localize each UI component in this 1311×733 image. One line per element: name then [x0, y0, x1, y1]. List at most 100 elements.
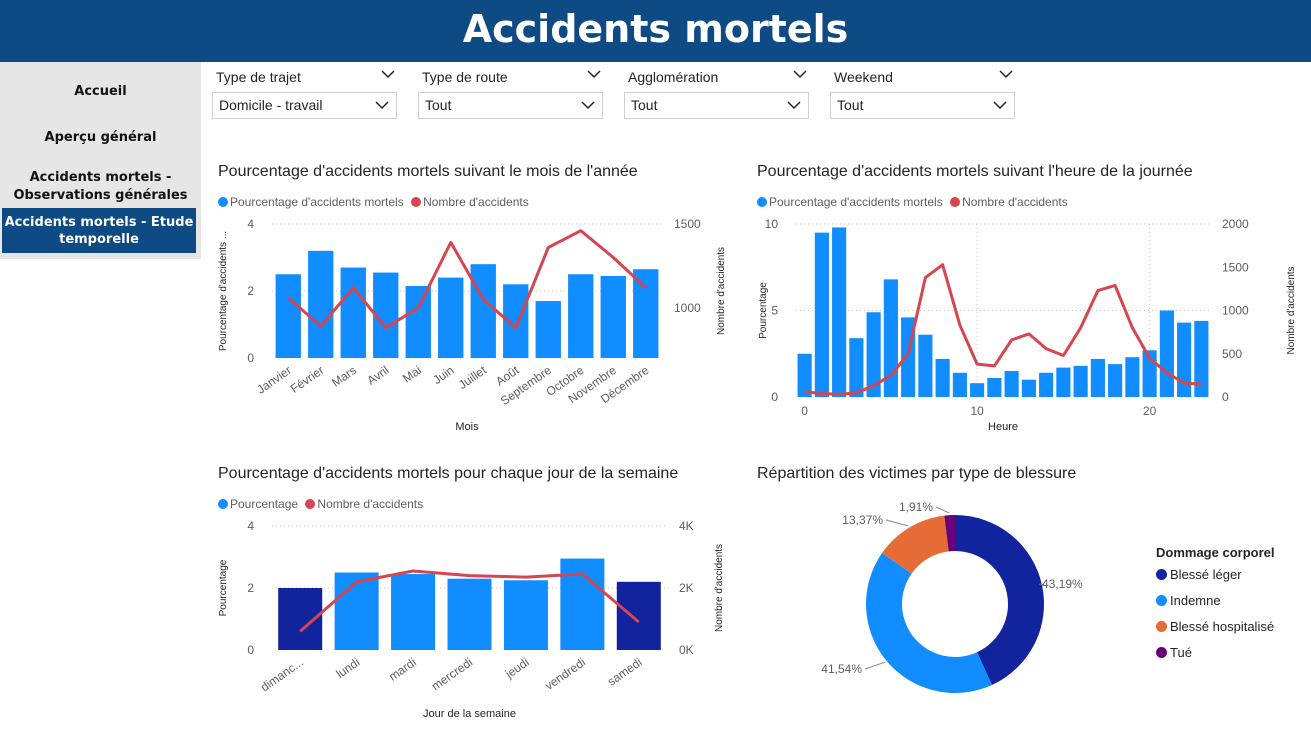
bar[interactable]	[814, 232, 829, 397]
slicer-dropdown[interactable]: Domicile - travail	[212, 92, 397, 119]
legend-dot-icon	[1156, 595, 1167, 606]
slicer-title: Agglomération	[628, 69, 719, 85]
x-tick-label: 20	[1143, 404, 1157, 418]
legend-item[interactable]: Pourcentage	[218, 497, 298, 511]
x-tick-label: samedi	[605, 655, 645, 689]
bar[interactable]	[935, 358, 950, 397]
chevron-down-icon[interactable]	[999, 70, 1013, 79]
bar[interactable]	[987, 377, 1002, 397]
bar[interactable]	[1125, 357, 1140, 397]
y2-axis-title: Nombre d'accidents	[714, 544, 725, 632]
bar[interactable]	[952, 372, 967, 397]
bar[interactable]	[447, 578, 492, 650]
pie-legend-item[interactable]: Indemne	[1156, 593, 1221, 608]
pie-legend-item[interactable]: Blessé hospitalisé	[1156, 619, 1274, 634]
chevron-down-icon[interactable]	[793, 70, 807, 79]
donut-slice[interactable]	[882, 515, 949, 574]
weekday-combo-chart[interactable]: 0 2 4 0K 2K 4K dimanc... lundi mardi mercredi jeud…	[212, 512, 732, 730]
nav-item-label-line1: Accidents mortels - Etude	[4, 215, 194, 230]
series-line[interactable]	[804, 263, 1202, 396]
legend-item[interactable]: Pourcentage d'accidents mortels	[218, 195, 404, 209]
bar[interactable]	[503, 580, 548, 650]
legend-item[interactable]: Nombre d'accidents	[950, 195, 1068, 209]
hour-combo-chart[interactable]: 0 5 10 0 500 1000 1500 2000 0 10 20 Heure Pourcentag…	[752, 210, 1308, 440]
donut-slice[interactable]	[866, 552, 992, 693]
bar[interactable]	[832, 227, 847, 397]
x-tick-label: mardi	[386, 655, 419, 684]
bar[interactable]	[633, 269, 659, 358]
bar[interactable]	[560, 558, 605, 650]
y2-tick-label: 2K	[679, 581, 694, 595]
nav-item-apercu-general[interactable]: Aperçu général	[44, 130, 157, 145]
bar[interactable]	[1039, 372, 1054, 397]
nav-item-accueil[interactable]: Accueil	[74, 84, 127, 99]
bar[interactable]	[1159, 310, 1174, 398]
legend-dot-icon	[218, 197, 228, 207]
x-tick-label: mercredi	[429, 655, 475, 693]
x-axis-title: Heure	[988, 421, 1018, 433]
bar[interactable]	[1004, 371, 1019, 397]
bar[interactable]	[405, 285, 431, 358]
bar[interactable]	[1021, 379, 1036, 397]
bar[interactable]	[1056, 367, 1071, 397]
chart-title: Pourcentage d'accidents mortels suivant …	[757, 163, 1193, 180]
chevron-down-icon[interactable]	[587, 70, 601, 79]
chevron-down-icon[interactable]	[381, 70, 395, 79]
legend-item[interactable]: Pourcentage d'accidents mortels	[757, 195, 943, 209]
bar[interactable]	[334, 572, 379, 651]
bar[interactable]	[391, 574, 436, 650]
x-tick-label: Juin	[430, 363, 456, 387]
y2-tick-label: 0	[1222, 390, 1229, 404]
pie-legend-item[interactable]: Blessé léger	[1156, 567, 1242, 582]
series-line[interactable]	[287, 229, 647, 330]
x-tick-label: Juillet	[456, 363, 490, 392]
chart-title: Pourcentage d'accidents mortels suivant …	[218, 163, 638, 180]
bar[interactable]	[438, 277, 464, 358]
series-line[interactable]	[299, 569, 640, 633]
bar[interactable]	[616, 581, 661, 650]
legend-item[interactable]: Nombre d'accidents	[305, 497, 423, 511]
leader-line	[935, 506, 950, 514]
bar[interactable]	[568, 274, 594, 358]
bar[interactable]	[1108, 364, 1123, 397]
injury-donut-chart[interactable]: 43,19% 41,54% 13,37% 1,91%	[790, 490, 1135, 710]
bar[interactable]	[275, 274, 301, 358]
bar[interactable]	[1090, 358, 1105, 397]
donut-slice[interactable]	[955, 515, 1044, 685]
bar[interactable]	[866, 312, 881, 397]
bar[interactable]	[1073, 365, 1088, 397]
legend-item[interactable]: Nombre d'accidents	[411, 195, 529, 209]
y-tick-label: 4	[247, 217, 254, 231]
data-label: 1,91%	[899, 500, 933, 514]
nav-item-etude-temporelle[interactable]: Accidents mortels - Etude temporelle	[2, 208, 196, 253]
slicer-value: Tout	[425, 97, 452, 113]
chart-legend: Pourcentage d'accidents mortels Nombre d…	[218, 195, 533, 209]
bar[interactable]	[797, 353, 812, 397]
bar[interactable]	[1177, 322, 1192, 397]
bar[interactable]	[600, 275, 626, 358]
chevron-down-icon	[375, 101, 389, 110]
x-tick-label: Avril	[364, 363, 391, 388]
bar[interactable]	[970, 383, 985, 397]
slicer-dropdown[interactable]: Tout	[418, 92, 603, 119]
donut-slice[interactable]	[944, 515, 955, 552]
slicer-dropdown[interactable]: Tout	[624, 92, 809, 119]
bar[interactable]	[918, 334, 933, 397]
bar[interactable]	[535, 301, 561, 358]
bar[interactable]	[340, 267, 366, 358]
bar[interactable]	[470, 264, 496, 358]
bar[interactable]	[849, 338, 864, 397]
bar[interactable]	[308, 250, 334, 358]
x-tick-label: Mars	[329, 363, 359, 390]
y2-tick-label: 1500	[674, 217, 701, 231]
y-tick-label: 2	[247, 581, 254, 595]
y2-axis-title: Nombre d'accidents	[1286, 266, 1297, 354]
nav-item-observations-generales[interactable]: Accidents mortels - Observations général…	[0, 169, 201, 205]
bar[interactable]	[883, 279, 898, 397]
slicer-dropdown[interactable]: Tout	[830, 92, 1015, 119]
legend-label: Pourcentage d'accidents mortels	[230, 195, 404, 209]
bar[interactable]	[1194, 320, 1209, 397]
y-tick-label: 5	[771, 304, 778, 318]
pie-legend-item[interactable]: Tué	[1156, 645, 1192, 660]
